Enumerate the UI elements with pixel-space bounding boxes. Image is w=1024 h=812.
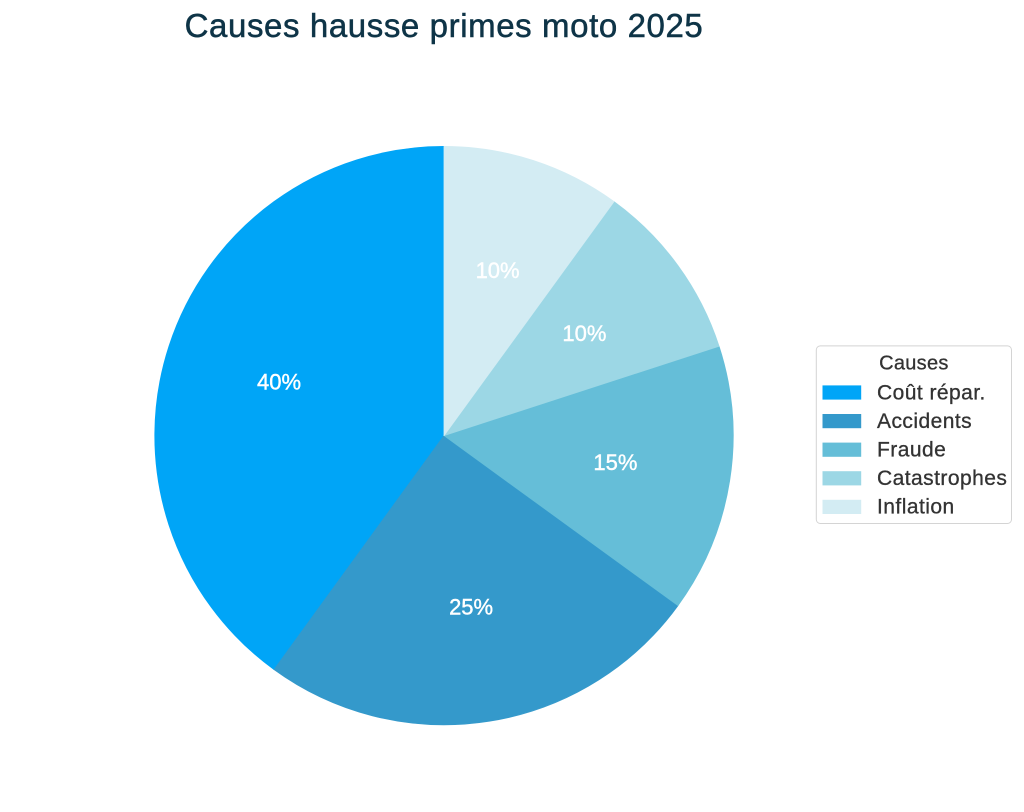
svg-text:Inflation: Inflation [877,496,955,519]
svg-text:40%: 40% [257,370,301,395]
svg-text:15%: 15% [593,450,637,475]
svg-text:Fraude: Fraude [877,439,946,462]
svg-text:Accidents: Accidents [877,410,972,433]
svg-text:Causes: Causes [879,352,949,374]
svg-text:Catastrophes: Catastrophes [877,467,1007,490]
svg-text:25%: 25% [449,595,493,620]
svg-text:10%: 10% [562,321,606,346]
svg-text:10%: 10% [476,258,520,283]
svg-text:Causes hausse primes moto 2025: Causes hausse primes moto 2025 [185,7,704,44]
svg-text:Coût répar.: Coût répar. [877,381,986,404]
